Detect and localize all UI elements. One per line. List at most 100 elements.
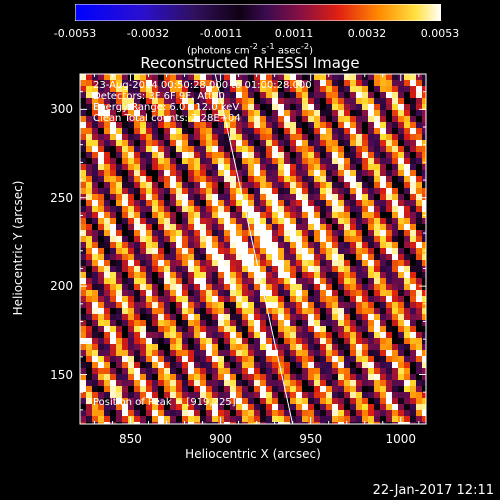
image-pixel [326, 212, 332, 218]
image-pixel [80, 326, 86, 332]
image-pixel [350, 362, 356, 368]
image-pixel [92, 206, 98, 212]
image-pixel [314, 80, 320, 86]
image-pixel [296, 188, 302, 194]
image-pixel [170, 158, 176, 164]
image-pixel [224, 368, 230, 374]
image-pixel [410, 302, 416, 308]
image-pixel [236, 140, 242, 146]
image-pixel [86, 104, 92, 110]
image-pixel [176, 164, 182, 170]
image-pixel [386, 398, 392, 404]
image-pixel [140, 320, 146, 326]
image-pixel [398, 104, 404, 110]
image-pixel [92, 392, 98, 398]
image-pixel [290, 380, 296, 386]
image-pixel [158, 368, 164, 374]
image-pixel [146, 296, 152, 302]
image-pixel [392, 128, 398, 134]
image-pixel [338, 104, 344, 110]
image-pixel [338, 116, 344, 122]
image-pixel [122, 338, 128, 344]
image-pixel [206, 140, 212, 146]
image-pixel [272, 212, 278, 218]
image-pixel [278, 218, 284, 224]
image-pixel [122, 260, 128, 266]
image-pixel [134, 338, 140, 344]
image-pixel [326, 230, 332, 236]
image-pixel [230, 146, 236, 152]
image-pixel [236, 170, 242, 176]
image-pixel [152, 374, 158, 380]
image-pixel [320, 200, 326, 206]
image-pixel [422, 392, 426, 398]
image-pixel [122, 302, 128, 308]
image-pixel [350, 236, 356, 242]
image-pixel [116, 152, 122, 158]
image-pixel [332, 242, 338, 248]
image-pixel [200, 320, 206, 326]
image-pixel [242, 362, 248, 368]
image-pixel [140, 194, 146, 200]
image-pixel [152, 290, 158, 296]
image-pixel [224, 272, 230, 278]
image-pixel [224, 296, 230, 302]
image-pixel [278, 200, 284, 206]
image-pixel [116, 416, 122, 422]
image-pixel [404, 266, 410, 272]
image-pixel [290, 248, 296, 254]
image-pixel [206, 158, 212, 164]
image-pixel [170, 116, 176, 122]
image-pixel [266, 212, 272, 218]
image-pixel [302, 170, 308, 176]
image-pixel [164, 152, 170, 158]
image-pixel [248, 224, 254, 230]
image-pixel [422, 350, 426, 356]
image-pixel [332, 248, 338, 254]
image-pixel [350, 242, 356, 248]
image-pixel [134, 380, 140, 386]
image-pixel [152, 254, 158, 260]
image-pixel [218, 200, 224, 206]
image-pixel [314, 146, 320, 152]
image-pixel [182, 386, 188, 392]
image-pixel [146, 356, 152, 362]
image-pixel [314, 368, 320, 374]
image-pixel [326, 350, 332, 356]
image-pixel [140, 368, 146, 374]
image-pixel [200, 254, 206, 260]
image-pixel [302, 218, 308, 224]
image-pixel [110, 302, 116, 308]
image-pixel [278, 266, 284, 272]
image-pixel [242, 146, 248, 152]
image-pixel [338, 308, 344, 314]
image-pixel [188, 110, 194, 116]
image-pixel [170, 140, 176, 146]
image-pixel [356, 152, 362, 158]
image-pixel [242, 392, 248, 398]
image-pixel [404, 74, 410, 80]
image-pixel [98, 422, 104, 424]
image-pixel [362, 374, 368, 380]
image-pixel [284, 338, 290, 344]
image-pixel [380, 110, 386, 116]
image-pixel [104, 284, 110, 290]
image-pixel [296, 308, 302, 314]
image-pixel [332, 140, 338, 146]
image-pixel [128, 158, 134, 164]
image-pixel [422, 182, 426, 188]
image-pixel [122, 296, 128, 302]
image-pixel [404, 218, 410, 224]
image-pixel [290, 206, 296, 212]
image-pixel [404, 206, 410, 212]
image-pixel [86, 392, 92, 398]
image-pixel [212, 98, 218, 104]
image-pixel [356, 326, 362, 332]
image-pixel [350, 158, 356, 164]
image-pixel [224, 338, 230, 344]
image-pixel [248, 236, 254, 242]
image-pixel [218, 284, 224, 290]
image-pixel [272, 206, 278, 212]
image-pixel [362, 200, 368, 206]
image-pixel [332, 110, 338, 116]
